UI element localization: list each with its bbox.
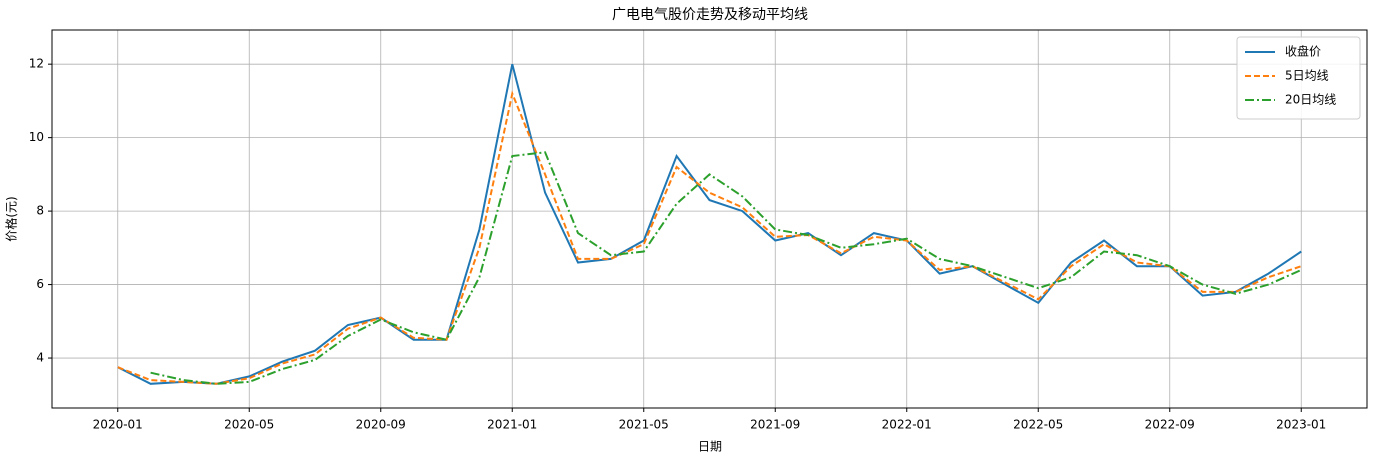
x-tick-label: 2020-01: [93, 418, 143, 432]
x-tick-label: 2020-09: [356, 418, 406, 432]
y-tick-label: 6: [36, 277, 44, 291]
x-tick-label: 2022-05: [1013, 418, 1063, 432]
y-axis-label: 价格(元): [4, 196, 19, 241]
legend-label: 收盘价: [1285, 44, 1321, 59]
y-tick-label: 4: [36, 351, 44, 365]
x-tick-label: 2021-09: [750, 418, 800, 432]
x-tick-label: 2021-05: [619, 418, 669, 432]
x-tick-label: 2023-01: [1276, 418, 1326, 432]
legend-box: [1236, 36, 1361, 120]
x-axis-label: 日期: [698, 440, 722, 454]
x-tick-label: 2021-01: [487, 418, 537, 432]
x-tick-label: 2020-05: [224, 418, 274, 432]
legend-label: 5日均线: [1285, 69, 1329, 83]
series-line: [117, 63, 1302, 385]
legend-label: 20日均线: [1285, 93, 1336, 107]
chart-title: 广电电气股价走势及移动平均线: [612, 7, 808, 23]
y-tick-label: 10: [29, 130, 44, 144]
x-tick-label: 2022-09: [1145, 418, 1195, 432]
series-line: [117, 90, 1302, 385]
plot-frame: [51, 29, 1368, 409]
x-tick-label: 2022-01: [882, 418, 932, 432]
y-tick-label: 8: [36, 204, 44, 218]
series-line: [150, 151, 1302, 385]
y-tick-label: 12: [29, 57, 44, 71]
